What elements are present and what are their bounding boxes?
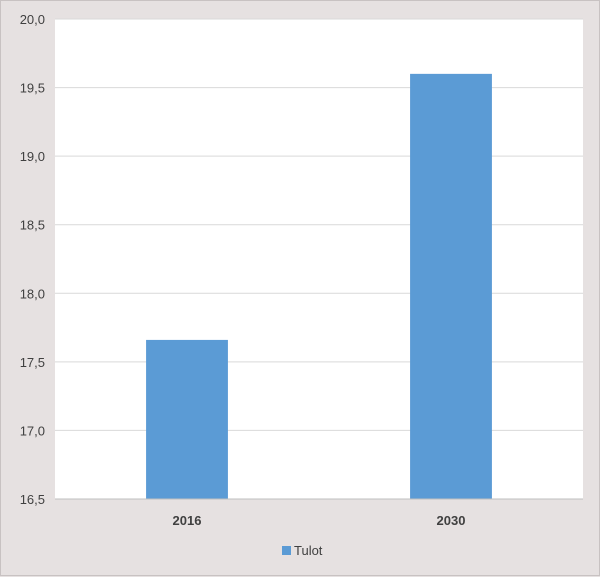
bar-2016 [146, 339, 228, 499]
x-tick-label-2016: 2016 [173, 513, 202, 528]
y-tick-label: 18,0 [20, 286, 45, 301]
legend: Tulot [282, 543, 323, 558]
y-tick-label: 17,5 [20, 355, 45, 370]
gridlines [55, 18, 583, 431]
plot-area [55, 19, 583, 499]
legend-label-tulot: Tulot [294, 543, 323, 558]
y-tick-label: 16,5 [20, 492, 45, 507]
y-tick-label: 17,0 [20, 423, 45, 438]
y-tick-label: 20,0 [20, 12, 45, 27]
y-axis-ticks: 16,5 17,0 17,5 18,0 18,5 19,0 19,5 20,0 [20, 12, 45, 507]
y-tick-label: 19,5 [20, 81, 45, 96]
x-axis-ticks: 2016 2030 [173, 513, 466, 528]
x-tick-label-2030: 2030 [437, 513, 466, 528]
y-tick-label: 19,0 [20, 149, 45, 164]
y-tick-label: 18,5 [20, 218, 45, 233]
bar-2030 [410, 73, 492, 499]
legend-swatch-tulot [282, 546, 291, 555]
bars [146, 73, 492, 499]
